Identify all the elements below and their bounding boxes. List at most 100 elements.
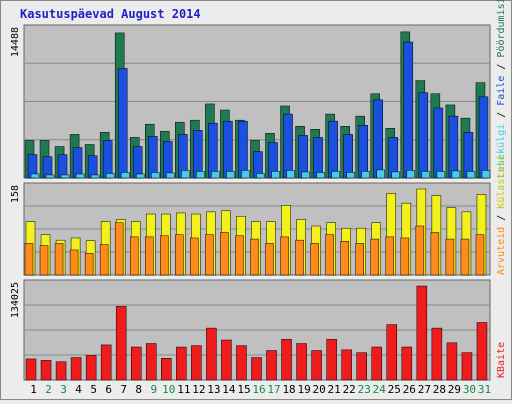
bar-kbytes — [115, 306, 127, 381]
bar-files — [403, 41, 414, 179]
bar-files — [448, 115, 459, 179]
bar-files — [373, 99, 383, 179]
x-tick-label: 9 — [150, 383, 157, 396]
x-tick-label: 13 — [207, 383, 220, 396]
bar-sites — [325, 234, 334, 276]
x-tick-label: 8 — [135, 383, 142, 396]
bar-sites — [295, 239, 304, 276]
bar-pages — [271, 171, 280, 179]
bar-kbytes — [85, 355, 97, 381]
bar-pages — [286, 170, 295, 179]
bar-sites — [445, 238, 455, 276]
y-tick-label: 14488 — [10, 27, 21, 57]
x-tick-label: 23 — [358, 383, 371, 396]
legend-kbytes: KBaite — [496, 342, 507, 378]
bar-kbytes — [161, 358, 172, 381]
bar-pages — [406, 170, 416, 179]
bar-kbytes — [311, 350, 322, 381]
bar-sites — [160, 235, 169, 276]
legend-sep: / — [496, 106, 507, 124]
bar-kbytes — [55, 361, 67, 381]
bar-pages — [241, 170, 250, 179]
x-tick-label: 30 — [463, 383, 476, 396]
bar-files — [478, 96, 489, 179]
bar-kbytes — [191, 345, 202, 381]
bar-files — [238, 120, 248, 179]
bar-sites — [310, 243, 319, 276]
bar-files — [343, 134, 353, 179]
legend-visits: Külastusi — [496, 155, 507, 209]
bar-kbytes — [100, 344, 112, 381]
bar-kbytes — [446, 342, 458, 381]
x-tick-label: 16 — [252, 383, 265, 396]
bar-sites — [415, 225, 425, 276]
bar-sites — [54, 243, 64, 276]
x-tick-label: 24 — [373, 383, 387, 396]
bar-sites — [190, 237, 199, 276]
bar-sites — [235, 235, 244, 276]
bar-pages — [166, 172, 175, 179]
bar-files — [418, 92, 429, 179]
legend-sep: / — [496, 209, 507, 227]
bar-files — [132, 146, 143, 179]
bar-files — [57, 154, 68, 179]
legend-pages: Lehekülgi — [496, 124, 507, 178]
bar-sites — [430, 232, 440, 276]
x-tick-label: 10 — [162, 383, 175, 396]
bar-kbytes — [401, 346, 413, 381]
bar-pages — [451, 170, 461, 179]
legend-sites: Arvuteid — [496, 227, 507, 275]
x-tick-label: 20 — [313, 383, 326, 396]
x-tick-label: 7 — [120, 383, 127, 396]
x-tick-label: 19 — [297, 383, 310, 396]
bar-sites — [250, 238, 259, 276]
bar-kbytes — [356, 352, 367, 381]
bar-pages — [135, 173, 145, 179]
x-tick-label: 31 — [478, 383, 491, 396]
bar-pages — [45, 174, 55, 179]
bar-sites — [265, 243, 274, 276]
bar-files — [283, 113, 293, 179]
bar-sites — [129, 236, 139, 276]
x-tick-label: 12 — [192, 383, 205, 396]
bar-kbytes — [176, 346, 187, 381]
bar-kbytes — [236, 345, 247, 381]
bar-files — [193, 130, 203, 179]
bar-sites — [84, 252, 94, 276]
bar-pages — [226, 171, 235, 179]
bar-sites — [340, 241, 349, 276]
bar-sites — [205, 234, 214, 276]
bar-kbytes — [371, 346, 382, 381]
bar-sites — [220, 232, 229, 276]
bar-pages — [436, 171, 446, 179]
legend-hits: Pöördumisi — [496, 0, 507, 58]
bar-pages — [30, 173, 40, 179]
bar-kbytes — [40, 360, 52, 381]
bar-sites — [475, 234, 485, 276]
bar-sites — [39, 245, 49, 276]
bar-files — [117, 68, 128, 179]
x-tick-label: 2 — [45, 383, 52, 396]
bar-pages — [421, 171, 431, 179]
x-tick-label: 3 — [60, 383, 67, 396]
bar-files — [313, 137, 323, 179]
bar-files — [72, 147, 83, 179]
bar-kbytes — [266, 350, 277, 381]
bar-kbytes — [251, 357, 262, 381]
bar-pages — [361, 171, 370, 179]
legend-top-panel: Lehekülgi / Faile / Pöördumisi — [496, 0, 507, 178]
bar-sites — [99, 244, 109, 276]
y-tick-label: 134025 — [10, 282, 21, 318]
bar-pages — [196, 171, 205, 179]
x-tick-label: 5 — [90, 383, 97, 396]
bar-pages — [60, 174, 70, 179]
x-tick-label: 27 — [418, 383, 431, 396]
bar-pages — [391, 171, 401, 179]
bar-kbytes — [461, 352, 473, 381]
bar-sites — [400, 237, 410, 276]
bar-files — [298, 135, 308, 179]
bar-files — [358, 124, 368, 179]
bar-files — [433, 107, 444, 179]
x-axis-days: 1 2 3 4 5 6 7 8 9 10 11 12 13 14 15 16 17 18 19 20 21 22 23 24 2… — [30, 383, 491, 396]
